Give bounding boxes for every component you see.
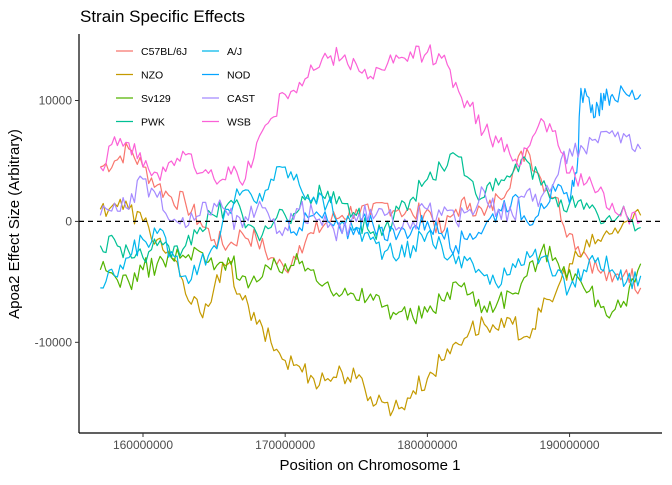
legend-label: PWK [141, 117, 165, 129]
legend-label: CAST [227, 93, 256, 105]
legend-label: NZO [141, 70, 163, 82]
y-tick-label: -10000 [35, 335, 73, 349]
series-line-cast [99, 130, 642, 242]
series-line-wsb [99, 44, 642, 225]
y-axis-label: Apoa2 Effect Size (Arbitrary) [6, 129, 23, 319]
legend-label: WSB [227, 117, 251, 129]
axes: 160000000 170000000 180000000 190000000 -100… [35, 34, 662, 452]
x-tick-label: 190000000 [540, 438, 600, 452]
x-tick-label: 180000000 [397, 438, 457, 452]
y-tick-label: 0 [65, 214, 72, 228]
chart-title: Strain Specific Effects [80, 7, 245, 26]
series-line-sv129 [99, 243, 642, 325]
legend-label: A/J [227, 46, 242, 58]
legend-label: C57BL/6J [141, 46, 187, 58]
series-line-nzo [99, 198, 642, 417]
legend-label: NOD [227, 70, 251, 82]
series-line-nod [284, 85, 642, 255]
x-axis-label: Position on Chromosome 1 [280, 457, 461, 474]
y-tick-label: 10000 [39, 94, 73, 108]
series-line-a-j [100, 166, 642, 296]
x-tick-label: 160000000 [113, 438, 173, 452]
x-tick-label: 170000000 [255, 438, 315, 452]
plot-area [79, 44, 662, 417]
legend-label: Sv129 [141, 93, 171, 105]
legend: C57BL/6J NZO Sv129 PWK A/J NOD CAST WSB [116, 46, 256, 129]
